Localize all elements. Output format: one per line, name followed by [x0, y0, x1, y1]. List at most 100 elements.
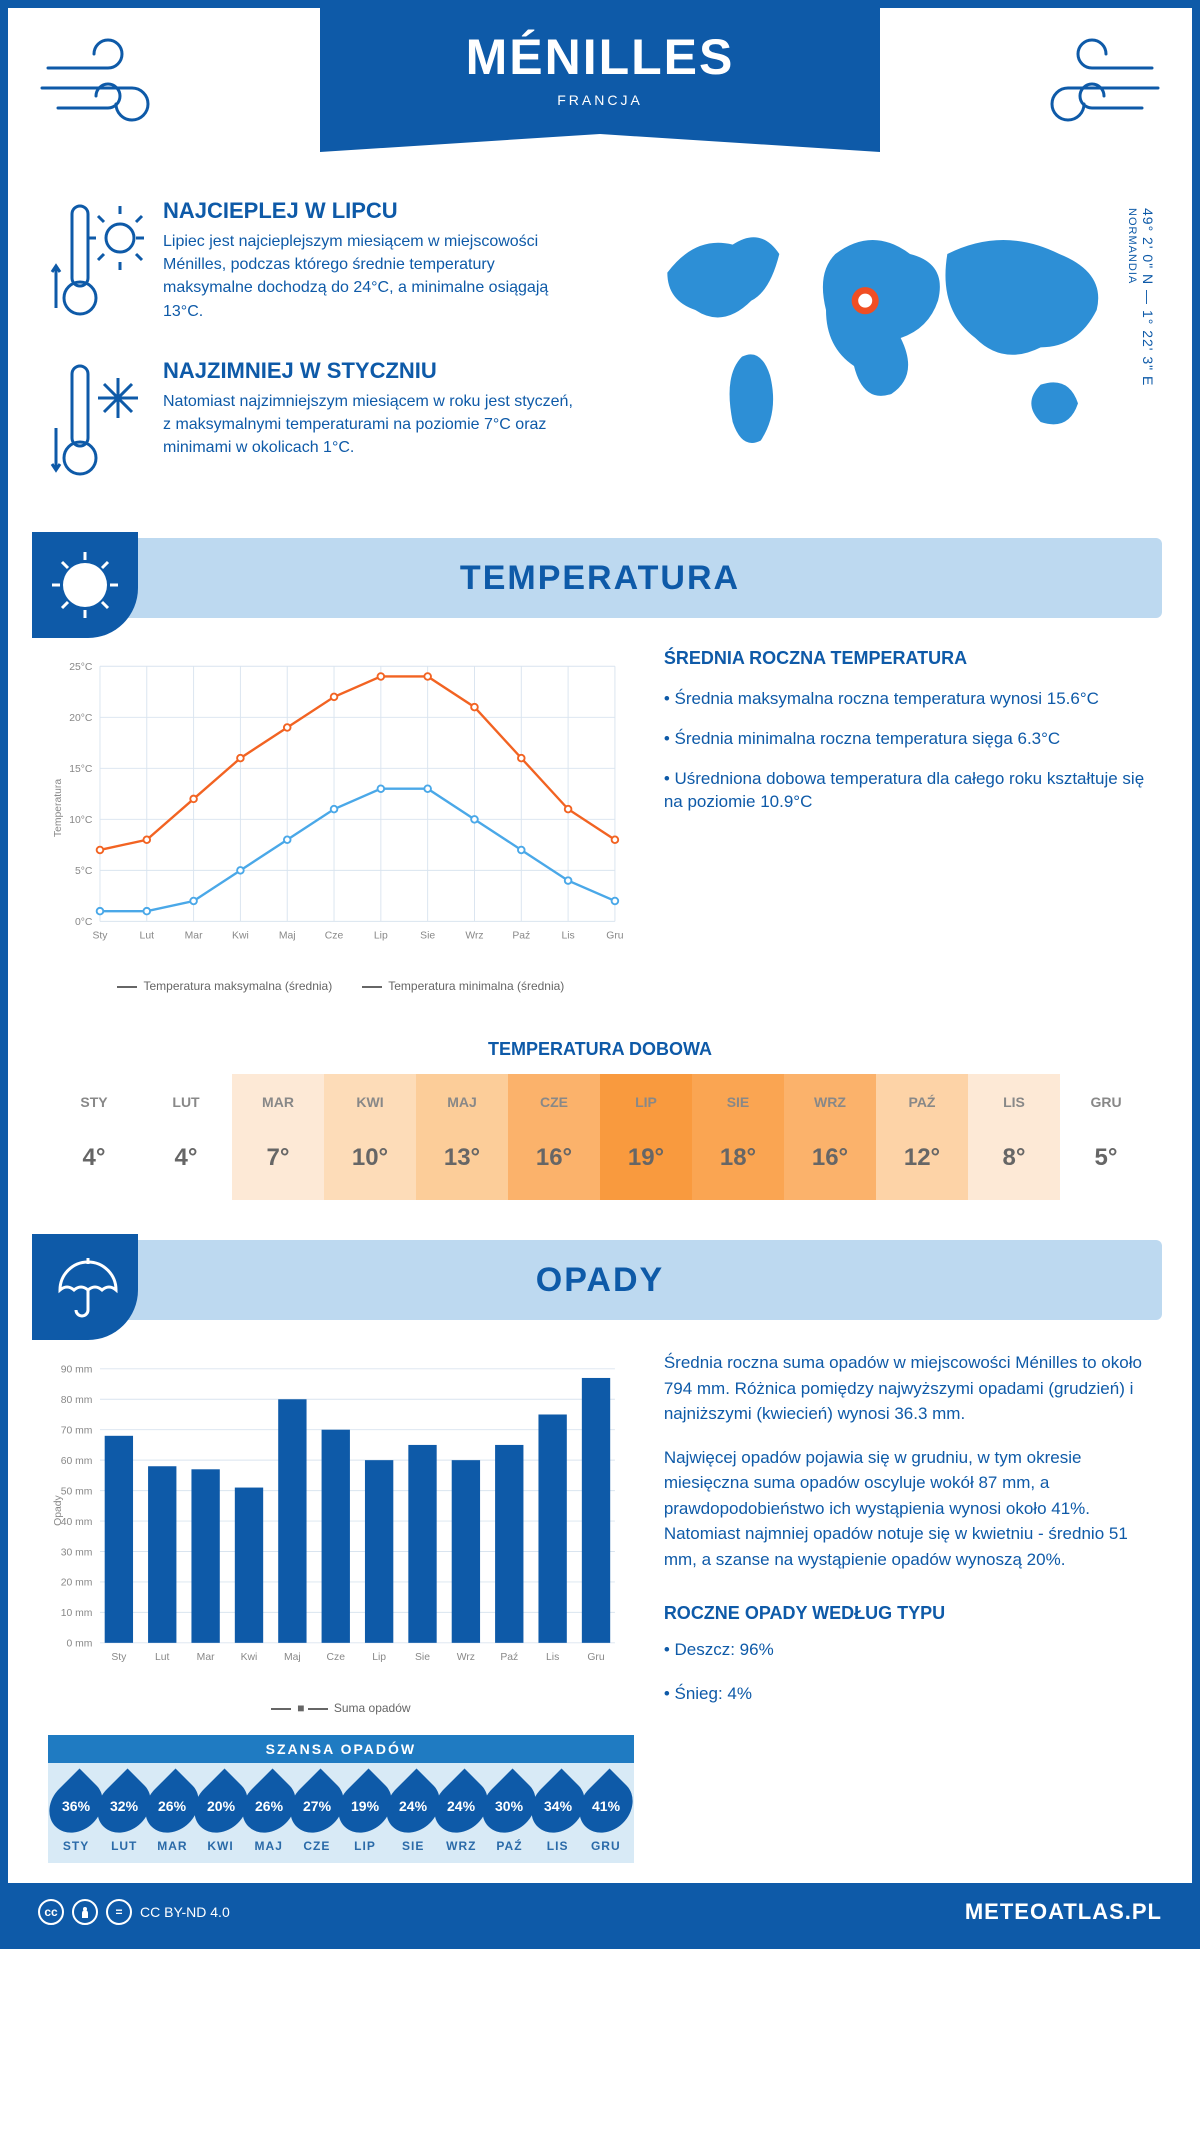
temperature-line-chart: 0°C 5°C 10°C 15°C 20°C 25°C Sty Lut Mar Kwi Maj Cze…: [48, 648, 634, 993]
fact-warm-text: Lipiec jest najcieplejszym miesiącem w m…: [163, 230, 582, 323]
wind-icon-right: [1022, 38, 1162, 138]
svg-text:5°C: 5°C: [75, 866, 93, 877]
rain-drop: 24%WRZ: [437, 1777, 485, 1853]
rain-drop: 27%CZE: [293, 1777, 341, 1853]
svg-text:Sty: Sty: [92, 930, 108, 941]
svg-text:Paź: Paź: [512, 930, 530, 941]
svg-text:Opady: Opady: [53, 1494, 64, 1525]
svg-text:Kwi: Kwi: [232, 930, 249, 941]
svg-text:Kwi: Kwi: [241, 1652, 258, 1663]
svg-text:Paź: Paź: [500, 1652, 518, 1663]
svg-text:Cze: Cze: [327, 1652, 346, 1663]
climate-facts: NAJCIEPLEJ W LIPCU Lipiec jest najcieple…: [48, 198, 582, 518]
rain-drop: 26%MAJ: [245, 1777, 293, 1853]
svg-text:60 mm: 60 mm: [61, 1456, 93, 1467]
wind-icon-left: [38, 38, 178, 138]
svg-text:15°C: 15°C: [69, 764, 93, 775]
rain-drop: 30%PAŹ: [485, 1777, 533, 1853]
svg-text:10°C: 10°C: [69, 815, 93, 826]
rain-drop: 24%SIE: [389, 1777, 437, 1853]
svg-text:40 mm: 40 mm: [61, 1517, 93, 1528]
svg-text:Lis: Lis: [561, 930, 574, 941]
legend-min: Temperatura minimalna (średnia): [362, 979, 564, 993]
svg-text:Sie: Sie: [420, 930, 435, 941]
rain-drop: 36%STY: [52, 1777, 100, 1853]
daily-temp-strip: STY4°LUT4°MAR7°KWI10°MAJ13°CZE16°LIP19°S…: [48, 1074, 1152, 1200]
svg-text:Mar: Mar: [185, 930, 203, 941]
svg-text:70 mm: 70 mm: [61, 1425, 93, 1436]
svg-text:0 mm: 0 mm: [66, 1639, 92, 1650]
sun-icon: [32, 532, 138, 638]
nd-icon: =: [106, 1899, 132, 1925]
daily-cell: KWI10°: [324, 1074, 416, 1200]
svg-text:Lis: Lis: [546, 1652, 559, 1663]
precipitation-bar-chart: 0 mm 10 mm 20 mm 30 mm 40 mm 50 mm 60 mm 70 mm 8…: [48, 1350, 634, 1863]
section-title-precip: OPADY: [38, 1240, 1162, 1320]
svg-text:50 mm: 50 mm: [61, 1486, 93, 1497]
footer: cc = CC BY-ND 4.0 METEOATLAS.PL: [8, 1883, 1192, 1941]
svg-text:Maj: Maj: [284, 1652, 301, 1663]
site-name: METEOATLAS.PL: [965, 1899, 1162, 1925]
title-block: MÉNILLES FRANCJA: [320, 8, 880, 134]
svg-text:Temperatura: Temperatura: [53, 779, 64, 837]
daily-cell: LIS8°: [968, 1074, 1060, 1200]
svg-text:80 mm: 80 mm: [61, 1395, 93, 1406]
svg-text:Gru: Gru: [606, 930, 624, 941]
rain-drop: 34%LIS: [534, 1777, 582, 1853]
daily-cell: LUT4°: [140, 1074, 232, 1200]
fact-warm-title: NAJCIEPLEJ W LIPCU: [163, 198, 582, 224]
thermometer-cold-icon: [48, 358, 148, 488]
rain-chance-title: SZANSA OPADÓW: [48, 1735, 634, 1763]
country-name: FRANCJA: [330, 92, 870, 108]
daily-cell: STY4°: [48, 1074, 140, 1200]
svg-text:Maj: Maj: [279, 930, 296, 941]
svg-text:0°C: 0°C: [75, 917, 93, 928]
temperature-summary: ŚREDNIA ROCZNA TEMPERATURA • Średnia mak…: [664, 648, 1152, 993]
rain-drop: 19%LIP: [341, 1777, 389, 1853]
by-icon: [72, 1899, 98, 1925]
rain-drop: 41%GRU: [582, 1777, 630, 1853]
umbrella-icon: [32, 1234, 138, 1340]
svg-text:30 mm: 30 mm: [61, 1547, 93, 1558]
svg-text:Wrz: Wrz: [465, 930, 483, 941]
rain-drop: 32%LUT: [100, 1777, 148, 1853]
svg-text:Mar: Mar: [197, 1652, 215, 1663]
svg-text:Cze: Cze: [325, 930, 344, 941]
daily-cell: PAŹ12°: [876, 1074, 968, 1200]
header: MÉNILLES FRANCJA: [8, 8, 1192, 168]
svg-text:Lip: Lip: [374, 930, 388, 941]
rain-chance-drops: 36%STY32%LUT26%MAR20%KWI26%MAJ27%CZE19%L…: [48, 1763, 634, 1863]
daily-cell: MAR7°: [232, 1074, 324, 1200]
svg-text:Wrz: Wrz: [457, 1652, 475, 1663]
daily-cell: CZE16°: [508, 1074, 600, 1200]
legend-max: Temperatura maksymalna (średnia): [117, 979, 332, 993]
daily-cell: WRZ16°: [784, 1074, 876, 1200]
license: cc = CC BY-ND 4.0: [38, 1899, 230, 1925]
daily-cell: SIE18°: [692, 1074, 784, 1200]
svg-text:Gru: Gru: [587, 1652, 605, 1663]
svg-text:Lut: Lut: [140, 930, 155, 941]
svg-text:90 mm: 90 mm: [61, 1365, 93, 1376]
svg-text:Sie: Sie: [415, 1652, 430, 1663]
daily-cell: LIP19°: [600, 1074, 692, 1200]
fact-cold-text: Natomiast najzimniejszym miesiącem w rok…: [163, 390, 582, 460]
svg-text:Lut: Lut: [155, 1652, 170, 1663]
rain-drop: 20%KWI: [196, 1777, 244, 1853]
rain-drop: 26%MAR: [148, 1777, 196, 1853]
svg-text:25°C: 25°C: [69, 662, 93, 673]
city-name: MÉNILLES: [330, 28, 870, 86]
world-map: 49° 2' 0" N — 1° 22' 3" E NORMANDIA: [612, 198, 1152, 518]
daily-temp-title: TEMPERATURA DOBOWA: [8, 1039, 1192, 1060]
svg-text:Lip: Lip: [372, 1652, 386, 1663]
precipitation-summary: Średnia roczna suma opadów w miejscowośc…: [664, 1350, 1152, 1863]
daily-cell: MAJ13°: [416, 1074, 508, 1200]
svg-text:10 mm: 10 mm: [61, 1608, 93, 1619]
svg-text:20 mm: 20 mm: [61, 1578, 93, 1589]
cc-icon: cc: [38, 1899, 64, 1925]
coordinates: 49° 2' 0" N — 1° 22' 3" E NORMANDIA: [1124, 208, 1156, 386]
section-title-temperature: TEMPERATURA: [38, 538, 1162, 618]
svg-text:20°C: 20°C: [69, 713, 93, 724]
thermometer-hot-icon: [48, 198, 148, 328]
svg-text:Sty: Sty: [111, 1652, 127, 1663]
daily-cell: GRU5°: [1060, 1074, 1152, 1200]
